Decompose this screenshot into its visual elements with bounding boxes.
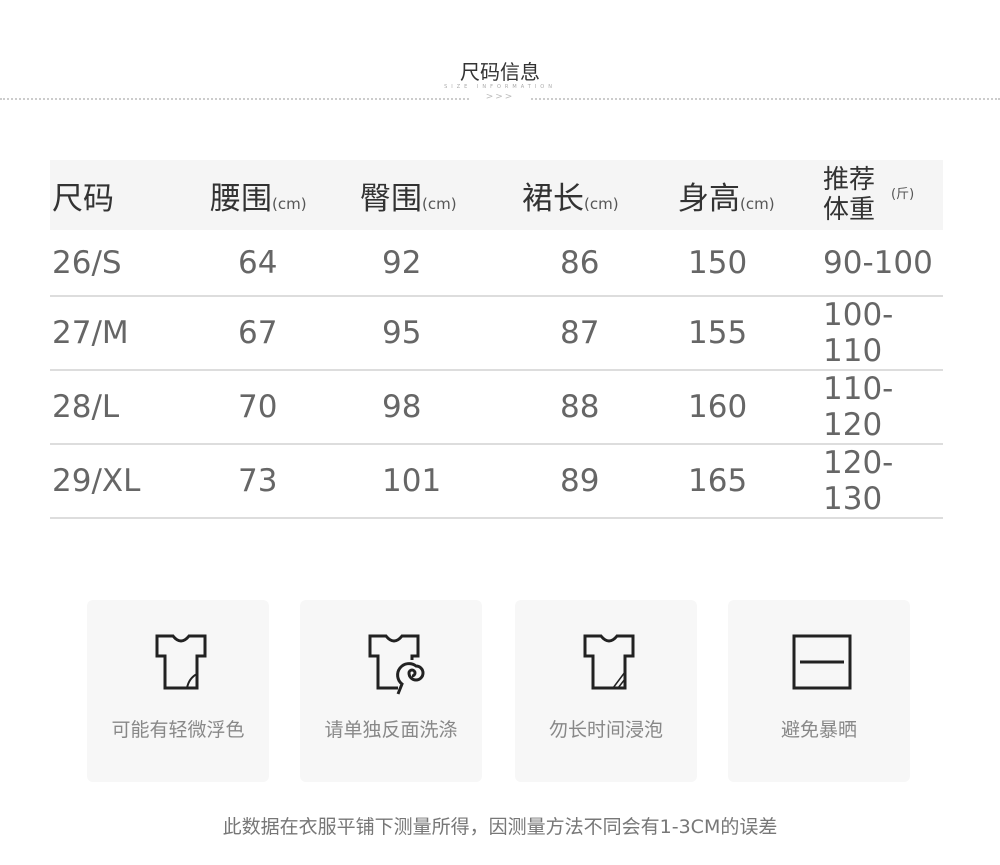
page-subtitle: SIZE INFORMATION: [444, 84, 556, 90]
no-sun-icon: [792, 634, 852, 690]
column-header: 身高(cm): [678, 160, 823, 230]
column-header: 尺码: [50, 160, 210, 230]
care-card: 勿长时间浸泡: [515, 600, 697, 782]
care-label: 可能有轻微浮色: [111, 719, 245, 741]
table-cell: 86: [522, 230, 678, 297]
table-cell: 64: [210, 230, 360, 297]
care-card: 请单独反面洗涤: [300, 600, 482, 782]
table-cell: 101: [360, 444, 522, 519]
table-cell: 155: [678, 296, 823, 371]
arrows-decoration: >>>: [470, 92, 530, 102]
table-cell: 160: [678, 370, 823, 445]
tshirt-fade-icon: [155, 634, 207, 690]
table-cell: 110-120: [823, 370, 943, 445]
care-label: 勿长时间浸泡: [548, 719, 663, 741]
column-header: 推荐体重(斤): [823, 160, 943, 230]
measurement-note: 此数据在衣服平铺下测量所得，因测量方法不同会有1-3CM的误差: [222, 816, 778, 838]
table-header: 尺码 腰围(cm) 臀围(cm) 裙长(cm) 身高(cm) 推荐体重(斤): [50, 160, 943, 230]
table-cell: 87: [522, 296, 678, 371]
table-cell: 120-130: [823, 444, 943, 519]
table-cell: 165: [678, 444, 823, 519]
care-label: 请单独反面洗涤: [324, 719, 458, 741]
table-cell: 88: [522, 370, 678, 445]
size-table: 尺码 腰围(cm) 臀围(cm) 裙长(cm) 身高(cm) 推荐体重(斤) 2…: [50, 160, 943, 519]
table-cell: 26/S: [50, 230, 210, 297]
table-cell: 90-100: [823, 230, 943, 297]
table-cell: 67: [210, 296, 360, 371]
table-cell: 28/L: [50, 370, 210, 445]
table-cell: 98: [360, 370, 522, 445]
table-row: 28/L 70 98 88 160 110-120: [50, 370, 943, 445]
column-header: 腰围(cm): [210, 160, 360, 230]
column-header: 臀围(cm): [360, 160, 522, 230]
table-row: 26/S 64 92 86 150 90-100: [50, 230, 943, 297]
table-row: 29/XL 73 101 89 165 120-130: [50, 444, 943, 519]
table-cell: 92: [360, 230, 522, 297]
table-cell: 73: [210, 444, 360, 519]
care-card: 可能有轻微浮色: [87, 600, 269, 782]
table-cell: 150: [678, 230, 823, 297]
table-row: 27/M 67 95 87 155 100-110: [50, 296, 943, 371]
table-cell: 100-110: [823, 296, 943, 371]
care-label: 避免暴晒: [780, 719, 857, 741]
table-cell: 95: [360, 296, 522, 371]
care-card: 避免暴晒: [728, 600, 910, 782]
tshirt-soak-icon: [583, 634, 635, 690]
table-cell: 27/M: [50, 296, 210, 371]
column-header: 裙长(cm): [522, 160, 678, 230]
table-cell: 29/XL: [50, 444, 210, 519]
table-cell: 70: [210, 370, 360, 445]
page-title: 尺码信息: [460, 60, 540, 84]
table-cell: 89: [522, 444, 678, 519]
tshirt-wash-icon: [368, 634, 425, 695]
